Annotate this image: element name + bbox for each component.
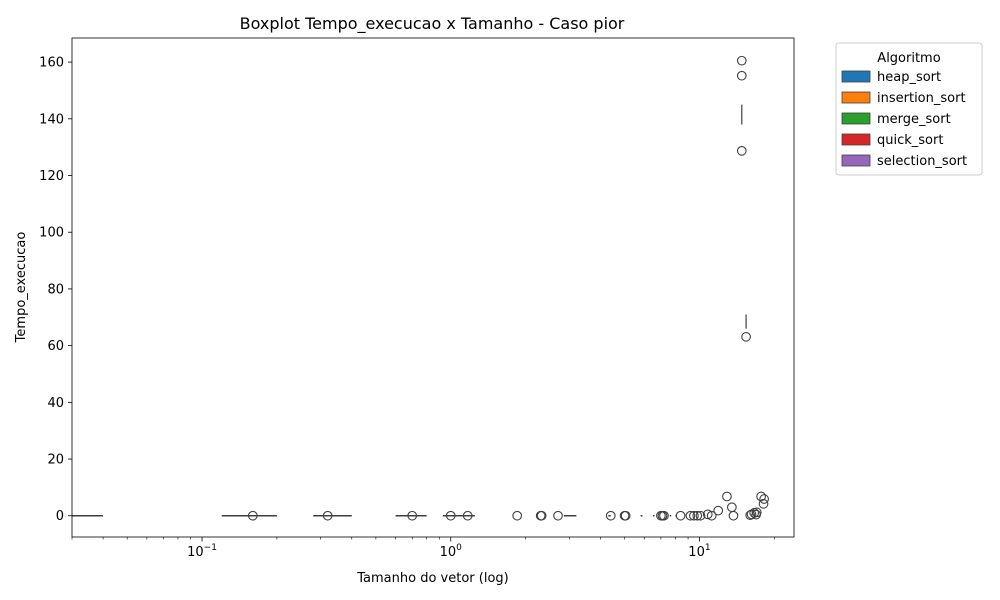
outlier-point bbox=[756, 491, 766, 502]
outlier-point bbox=[741, 331, 751, 342]
outlier-point bbox=[728, 510, 739, 521]
y-tick-label: 0 bbox=[56, 509, 64, 524]
outlier-point bbox=[692, 510, 703, 521]
x-tick-label: 100 bbox=[440, 543, 463, 560]
y-tick-label: 60 bbox=[47, 339, 64, 354]
outlier-point bbox=[702, 509, 713, 520]
outlier-point bbox=[605, 510, 616, 521]
legend-entry-label: insertion_sort bbox=[877, 91, 966, 106]
x-tick-label: 101 bbox=[688, 543, 710, 560]
legend-swatch bbox=[841, 91, 871, 104]
outlier-point bbox=[706, 510, 717, 521]
y-axis-label: Tempo_execucao bbox=[14, 232, 29, 344]
outlier-point bbox=[736, 70, 747, 81]
outlier-point bbox=[713, 505, 724, 516]
plot-frame bbox=[71, 37, 795, 538]
outlier-point bbox=[745, 510, 756, 521]
outlier-point bbox=[462, 510, 473, 521]
outlier-point bbox=[445, 510, 456, 521]
outlier-point bbox=[746, 509, 757, 520]
y-tick-label: 40 bbox=[47, 396, 64, 411]
outlier-point bbox=[759, 494, 769, 504]
outlier-point bbox=[685, 510, 696, 521]
outlier-point bbox=[736, 145, 747, 156]
legend-entry-label: merge_sort bbox=[877, 112, 951, 127]
outlier-point bbox=[727, 502, 737, 513]
legend-title: Algoritmo bbox=[877, 51, 940, 66]
outlier-point bbox=[736, 55, 747, 66]
outlier-point bbox=[689, 510, 699, 521]
y-tick-label: 20 bbox=[47, 453, 64, 468]
outlier-point bbox=[758, 498, 769, 509]
legend-swatch bbox=[841, 112, 871, 125]
legend-swatch bbox=[841, 133, 871, 146]
outlier-point bbox=[722, 491, 732, 502]
outlier-point bbox=[695, 510, 706, 521]
outlier-point bbox=[512, 510, 523, 521]
x-tick-label: 10−1 bbox=[187, 543, 217, 560]
legend: Algoritmo heap_sort insertion_sort merge_s… bbox=[835, 42, 983, 176]
y-tick-label: 80 bbox=[47, 282, 64, 297]
legend-entry-label: selection_sort bbox=[877, 154, 967, 169]
outlier-point bbox=[247, 510, 258, 521]
outlier-point bbox=[322, 510, 333, 521]
legend-swatch bbox=[841, 70, 871, 83]
chart-title: Boxplot Tempo_execucao x Tamanho - Caso … bbox=[240, 14, 625, 34]
legend-entry-label: heap_sort bbox=[877, 70, 941, 85]
outlier-point bbox=[620, 510, 631, 521]
outlier-point bbox=[407, 510, 418, 521]
y-tick-label: 160 bbox=[39, 56, 64, 71]
outlier-point bbox=[675, 510, 686, 521]
outlier-point bbox=[751, 509, 761, 520]
y-tick-label: 140 bbox=[39, 112, 64, 127]
y-tick-label: 120 bbox=[39, 169, 64, 184]
y-axis: 0 20 40 60 80 100 120 140 160 bbox=[39, 56, 72, 524]
outlier-point bbox=[553, 510, 563, 521]
legend-entry-label: quick_sort bbox=[877, 133, 943, 148]
legend-frame bbox=[835, 42, 983, 176]
legend-swatch bbox=[841, 154, 871, 167]
x-axis: 10−1 100 101 bbox=[71, 537, 775, 560]
x-axis-label: Tamanho do vetor (log) bbox=[356, 571, 508, 586]
outlier-point bbox=[659, 510, 669, 521]
outlier-point bbox=[536, 510, 547, 521]
y-tick-label: 100 bbox=[39, 226, 64, 241]
plot-area bbox=[72, 55, 769, 521]
